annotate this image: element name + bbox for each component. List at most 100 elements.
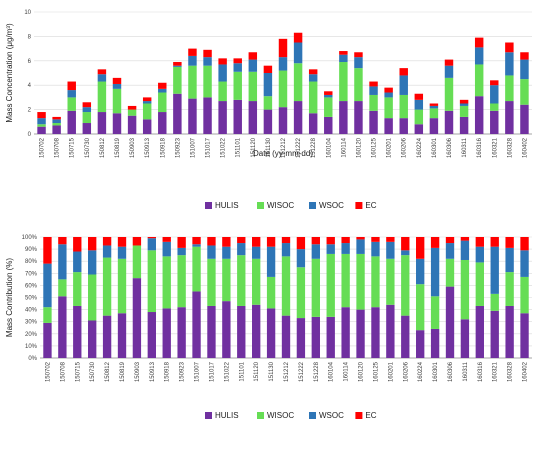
x-tick-label: 150730	[90, 361, 96, 382]
bar-segment-wisoc	[339, 62, 348, 102]
x-tick-label: 150730	[85, 137, 91, 158]
bar-segment-wisoc	[158, 92, 167, 113]
bar-segment-wisoc	[177, 255, 186, 308]
x-tick-label: 150708	[60, 361, 66, 382]
bar-segment-wisoc	[474, 64, 484, 97]
bar-segment-ec	[444, 59, 454, 66]
bar-segment-ec	[326, 237, 335, 245]
bar-segment-ec	[505, 237, 514, 248]
bar-segment-ec	[52, 116, 61, 120]
bar-segment-wisoc	[341, 253, 350, 308]
bar-segment-ec	[445, 237, 455, 244]
bar-segment-wsoc	[281, 243, 291, 257]
x-tick-label: 151130	[269, 361, 275, 381]
x-tick-label: 160206	[402, 137, 408, 158]
legend-swatch-hulis	[205, 202, 212, 209]
bar-segment-hulis	[386, 304, 395, 358]
bar-segment-hulis	[142, 119, 152, 134]
bar-segment-wsoc	[475, 246, 484, 263]
bar-segment-wisoc	[354, 68, 363, 102]
x-tick-label: 160306	[448, 361, 454, 382]
bar-segment-wisoc	[505, 75, 514, 102]
bar-segment-hulis	[233, 99, 242, 134]
x-tick-label: 160224	[417, 137, 423, 158]
bar-segment-wsoc	[520, 59, 529, 80]
bar-segment-ec	[401, 237, 410, 251]
x-tick-label: 151212	[281, 137, 287, 158]
x-tick-label: 160321	[492, 137, 498, 158]
bar-segment-wisoc	[37, 124, 46, 127]
bar-segment-wisoc	[266, 276, 276, 309]
chart-panel-2: 0% 10% 20% 30% 40% 50% 60% 70% 80% 90% 100% 150702 1…	[5, 235, 532, 382]
bar-segment-wisoc	[127, 109, 137, 116]
x-tick-label: 160114	[341, 137, 347, 157]
bar-segment-wsoc	[37, 118, 46, 125]
bar-segment-wsoc	[354, 57, 363, 69]
bar-segment-ec	[142, 97, 152, 102]
bar-segment-wsoc	[97, 74, 107, 82]
bar-segment-ec	[505, 42, 514, 53]
y-tick-label: 30%	[25, 320, 38, 326]
bar-segment-ec	[296, 237, 306, 250]
bar-segment-wisoc	[384, 97, 393, 119]
bar-segment-wsoc	[490, 246, 499, 294]
bar-segment-wisoc	[371, 256, 380, 308]
bar-segment-wsoc	[324, 94, 333, 98]
y-tick-label: 40%	[25, 308, 38, 314]
legend-1: HULIS WISOC WSOC EC	[205, 201, 377, 210]
x-tick-label: 150918	[160, 137, 166, 158]
bar-segment-wisoc	[102, 257, 112, 316]
bar-segment-hulis	[356, 309, 365, 358]
bar-segment-wisoc	[429, 108, 439, 119]
bar-segment-hulis	[248, 101, 258, 134]
bar-segment-hulis	[430, 328, 440, 358]
bar-segment-wsoc	[371, 241, 380, 257]
bar-segment-ec	[354, 52, 363, 58]
x-axis-title: Date (yy-mm-dd)	[253, 149, 313, 158]
bar-segment-hulis	[444, 110, 454, 134]
bar-segment-wisoc	[73, 272, 82, 306]
bar-segment-wisoc	[263, 96, 273, 110]
bar-segment-ec	[384, 87, 393, 93]
x-tick-label: 151120	[251, 137, 257, 157]
bar-segment-wisoc	[386, 258, 395, 305]
bar-segment-wisoc	[475, 262, 484, 306]
bar-segment-wisoc	[88, 274, 97, 321]
x-tick-label: 151130	[266, 137, 272, 157]
bar-segment-ec	[429, 103, 439, 106]
bar-segment-hulis	[414, 124, 424, 134]
bar-segment-ec	[490, 237, 499, 247]
bar-segment-wisoc	[416, 284, 425, 331]
x-tick-label: 160328	[508, 361, 514, 382]
bar-segment-wisoc	[162, 256, 171, 309]
bar-segment-ec	[266, 237, 276, 247]
bar-segment-ec	[339, 51, 348, 55]
bar-segment-wsoc	[444, 65, 454, 78]
bar-segment-hulis	[369, 110, 378, 134]
bar-segment-wsoc	[58, 244, 67, 280]
bar-segment-wisoc	[97, 81, 107, 113]
bar-segment-wisoc	[444, 77, 454, 111]
x-tick-label: 151017	[209, 361, 215, 382]
bar-segment-ec	[173, 62, 182, 66]
bar-segment-ec	[88, 237, 97, 251]
bar-segment-ec	[147, 237, 156, 239]
x-tick-label: 160125	[373, 361, 379, 382]
bar-segment-wsoc	[474, 47, 484, 65]
bar-segment-hulis	[341, 307, 350, 358]
bar-segment-hulis	[429, 118, 439, 134]
bar-segment-hulis	[281, 315, 291, 358]
legend-swatch-ec	[355, 412, 363, 419]
bar-segment-wisoc	[460, 259, 470, 320]
bar-segment-ec	[430, 237, 440, 248]
bar-segment-hulis	[399, 118, 408, 134]
legend-label-hulis: HULIS	[215, 411, 239, 420]
y-tick-label: 90%	[25, 247, 38, 253]
bar-segment-ec	[158, 82, 167, 89]
bar-segment-ec	[73, 237, 82, 252]
bar-segment-wsoc	[520, 250, 529, 277]
bar-segment-ec	[43, 237, 52, 264]
x-tick-label: 160311	[463, 361, 469, 381]
bar-segment-hulis	[173, 93, 182, 134]
bar-segment-wsoc	[88, 250, 97, 275]
